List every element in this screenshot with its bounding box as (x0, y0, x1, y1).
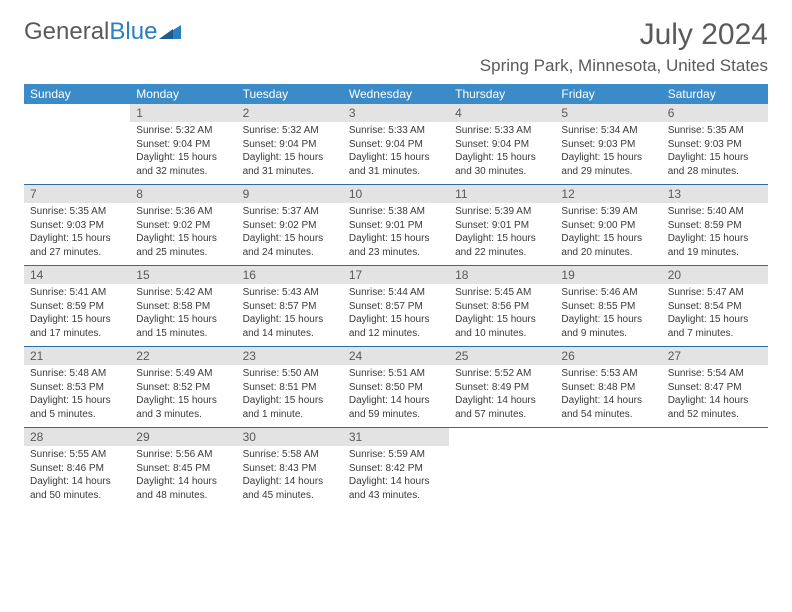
day-content: Sunrise: 5:45 AMSunset: 8:56 PMDaylight:… (449, 284, 555, 347)
day-content: Sunrise: 5:39 AMSunset: 9:01 PMDaylight:… (449, 203, 555, 266)
day-content: Sunrise: 5:33 AMSunset: 9:04 PMDaylight:… (449, 122, 555, 185)
header: GeneralBlue July 2024 Spring Park, Minne… (24, 18, 768, 76)
date-cell: 18 (449, 266, 555, 285)
day-content: Sunrise: 5:55 AMSunset: 8:46 PMDaylight:… (24, 446, 130, 508)
day-content: Sunrise: 5:47 AMSunset: 8:54 PMDaylight:… (662, 284, 768, 347)
date-cell: 27 (662, 347, 768, 366)
day-content: Sunrise: 5:56 AMSunset: 8:45 PMDaylight:… (130, 446, 236, 508)
day-header: Tuesday (237, 84, 343, 104)
date-cell: 13 (662, 185, 768, 204)
day-content: Sunrise: 5:32 AMSunset: 9:04 PMDaylight:… (130, 122, 236, 185)
date-row: 21222324252627 (24, 347, 768, 366)
day-content: Sunrise: 5:54 AMSunset: 8:47 PMDaylight:… (662, 365, 768, 428)
date-cell: 14 (24, 266, 130, 285)
calendar-body: 123456Sunrise: 5:32 AMSunset: 9:04 PMDay… (24, 104, 768, 508)
day-content: Sunrise: 5:37 AMSunset: 9:02 PMDaylight:… (237, 203, 343, 266)
day-content: Sunrise: 5:35 AMSunset: 9:03 PMDaylight:… (662, 122, 768, 185)
date-cell: 21 (24, 347, 130, 366)
day-content: Sunrise: 5:51 AMSunset: 8:50 PMDaylight:… (343, 365, 449, 428)
day-content (24, 122, 130, 185)
date-cell: 8 (130, 185, 236, 204)
day-content: Sunrise: 5:50 AMSunset: 8:51 PMDaylight:… (237, 365, 343, 428)
date-cell: 4 (449, 104, 555, 122)
date-row: 28293031 (24, 428, 768, 447)
date-cell: 11 (449, 185, 555, 204)
date-row: 123456 (24, 104, 768, 122)
brand-triangle-icon (159, 18, 181, 46)
day-header: Wednesday (343, 84, 449, 104)
day-header: Saturday (662, 84, 768, 104)
brand-part1: General (24, 18, 109, 46)
day-content (662, 446, 768, 508)
date-cell: 23 (237, 347, 343, 366)
day-content (449, 446, 555, 508)
brand-logo: GeneralBlue (24, 18, 181, 46)
day-content: Sunrise: 5:39 AMSunset: 9:00 PMDaylight:… (555, 203, 661, 266)
day-content: Sunrise: 5:43 AMSunset: 8:57 PMDaylight:… (237, 284, 343, 347)
brand-part2: Blue (109, 18, 157, 46)
day-content: Sunrise: 5:59 AMSunset: 8:42 PMDaylight:… (343, 446, 449, 508)
day-content: Sunrise: 5:46 AMSunset: 8:55 PMDaylight:… (555, 284, 661, 347)
date-cell (449, 428, 555, 447)
day-content: Sunrise: 5:48 AMSunset: 8:53 PMDaylight:… (24, 365, 130, 428)
date-cell: 1 (130, 104, 236, 122)
month-title: July 2024 (480, 18, 768, 52)
date-cell: 22 (130, 347, 236, 366)
date-cell: 15 (130, 266, 236, 285)
date-cell: 29 (130, 428, 236, 447)
day-content (555, 446, 661, 508)
date-cell: 24 (343, 347, 449, 366)
day-content: Sunrise: 5:44 AMSunset: 8:57 PMDaylight:… (343, 284, 449, 347)
date-cell: 20 (662, 266, 768, 285)
day-content: Sunrise: 5:33 AMSunset: 9:04 PMDaylight:… (343, 122, 449, 185)
title-block: July 2024 Spring Park, Minnesota, United… (480, 18, 768, 76)
date-cell: 2 (237, 104, 343, 122)
day-content: Sunrise: 5:40 AMSunset: 8:59 PMDaylight:… (662, 203, 768, 266)
date-cell: 10 (343, 185, 449, 204)
day-content: Sunrise: 5:49 AMSunset: 8:52 PMDaylight:… (130, 365, 236, 428)
date-cell: 26 (555, 347, 661, 366)
calendar-page: GeneralBlue July 2024 Spring Park, Minne… (0, 0, 792, 508)
date-cell: 19 (555, 266, 661, 285)
content-row: Sunrise: 5:55 AMSunset: 8:46 PMDaylight:… (24, 446, 768, 508)
date-cell: 3 (343, 104, 449, 122)
date-cell: 30 (237, 428, 343, 447)
date-cell: 28 (24, 428, 130, 447)
content-row: Sunrise: 5:41 AMSunset: 8:59 PMDaylight:… (24, 284, 768, 347)
calendar-table: Sunday Monday Tuesday Wednesday Thursday… (24, 84, 768, 508)
location-text: Spring Park, Minnesota, United States (480, 56, 768, 76)
date-cell: 7 (24, 185, 130, 204)
content-row: Sunrise: 5:48 AMSunset: 8:53 PMDaylight:… (24, 365, 768, 428)
day-content: Sunrise: 5:42 AMSunset: 8:58 PMDaylight:… (130, 284, 236, 347)
date-row: 14151617181920 (24, 266, 768, 285)
day-content: Sunrise: 5:35 AMSunset: 9:03 PMDaylight:… (24, 203, 130, 266)
day-header: Thursday (449, 84, 555, 104)
day-header: Sunday (24, 84, 130, 104)
day-content: Sunrise: 5:53 AMSunset: 8:48 PMDaylight:… (555, 365, 661, 428)
date-cell: 17 (343, 266, 449, 285)
day-header: Friday (555, 84, 661, 104)
date-cell: 25 (449, 347, 555, 366)
day-header: Monday (130, 84, 236, 104)
content-row: Sunrise: 5:35 AMSunset: 9:03 PMDaylight:… (24, 203, 768, 266)
day-content: Sunrise: 5:41 AMSunset: 8:59 PMDaylight:… (24, 284, 130, 347)
date-cell: 12 (555, 185, 661, 204)
date-cell: 5 (555, 104, 661, 122)
day-content: Sunrise: 5:36 AMSunset: 9:02 PMDaylight:… (130, 203, 236, 266)
date-cell: 6 (662, 104, 768, 122)
date-cell: 16 (237, 266, 343, 285)
day-content: Sunrise: 5:32 AMSunset: 9:04 PMDaylight:… (237, 122, 343, 185)
date-cell (662, 428, 768, 447)
day-content: Sunrise: 5:34 AMSunset: 9:03 PMDaylight:… (555, 122, 661, 185)
date-cell (555, 428, 661, 447)
day-content: Sunrise: 5:58 AMSunset: 8:43 PMDaylight:… (237, 446, 343, 508)
date-cell (24, 104, 130, 122)
day-content: Sunrise: 5:38 AMSunset: 9:01 PMDaylight:… (343, 203, 449, 266)
date-cell: 9 (237, 185, 343, 204)
date-cell: 31 (343, 428, 449, 447)
day-header-row: Sunday Monday Tuesday Wednesday Thursday… (24, 84, 768, 104)
date-row: 78910111213 (24, 185, 768, 204)
day-content: Sunrise: 5:52 AMSunset: 8:49 PMDaylight:… (449, 365, 555, 428)
content-row: Sunrise: 5:32 AMSunset: 9:04 PMDaylight:… (24, 122, 768, 185)
